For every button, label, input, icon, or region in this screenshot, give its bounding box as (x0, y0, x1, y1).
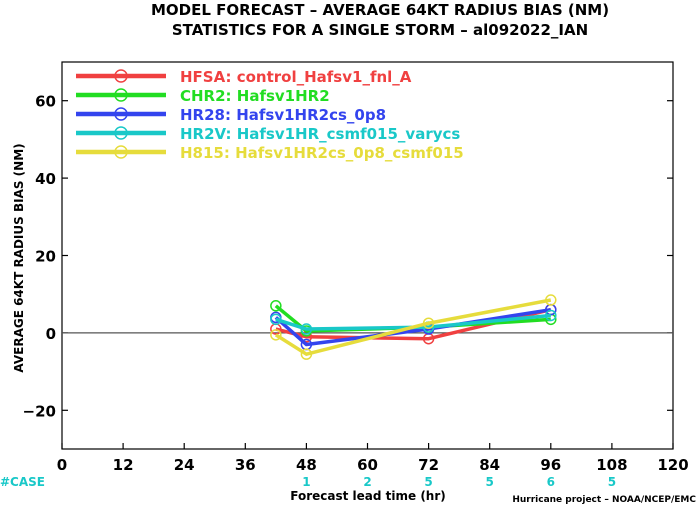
x-axis-label: Forecast lead time (hr) (290, 489, 446, 503)
legend-label-hfsa: HFSA: control_Hafsv1_fnl_A (180, 68, 412, 86)
case-count: 1 (302, 475, 310, 489)
x-tick-label: 24 (174, 456, 195, 474)
y-tick-label: 20 (35, 248, 56, 266)
credit-text: Hurricane project – NOAA/NCEP/EMC (512, 495, 696, 505)
y-tick-label: −20 (23, 402, 56, 420)
legend-marker-chr2 (114, 88, 128, 102)
case-count: 5 (424, 475, 432, 489)
x-tick-label: 0 (57, 456, 67, 474)
legend-marker-hr28 (114, 107, 128, 121)
series-line-hfsa (275, 307, 552, 341)
x-tick-label: 84 (479, 456, 500, 474)
series-line-h815 (274, 298, 552, 356)
y-tick-label: 40 (35, 170, 56, 188)
series-point-hr2v (300, 323, 313, 335)
x-tick-label: 96 (540, 456, 561, 474)
legend-label-hr28: HR28: Hafsv1HR2cs_0p8 (180, 106, 386, 124)
case-count: 5 (486, 475, 494, 489)
y-tick-label: 60 (35, 93, 56, 111)
y-tick-label: 0 (46, 325, 56, 343)
series-point-h815 (300, 348, 313, 360)
series-point-h815 (422, 317, 435, 329)
x-tick-label: 108 (596, 456, 627, 474)
chart-title-line1: MODEL FORECAST – AVERAGE 64KT RADIUS BIA… (151, 1, 609, 19)
series-point-h815 (270, 329, 282, 341)
x-tick-label: 48 (296, 456, 317, 474)
x-tick-label: 120 (657, 456, 688, 474)
y-axis-label: AVERAGE 64KT RADIUS BIAS (NM) (12, 143, 26, 372)
series-point-hr2v (545, 309, 557, 322)
legend-label-h815: H815: Hafsv1HR2cs_0p8_csmf015 (180, 144, 464, 162)
series-point-hr2v (270, 313, 282, 326)
case-count: 5 (608, 475, 616, 489)
case-label: #CASE (0, 475, 45, 489)
series-line-hr2v (275, 313, 551, 331)
x-tick-label: 36 (235, 456, 256, 474)
legend-label-chr2: CHR2: Hafsv1HR2 (180, 87, 330, 105)
series-line-hr28 (274, 307, 552, 347)
y-axis: −20 0 20 40 60 (23, 93, 673, 420)
legend-marker-hr2v (114, 126, 128, 140)
series-point-chr2 (270, 300, 282, 312)
chart-title-line2: STATISTICS FOR A SINGLE STORM – al092022… (172, 21, 588, 39)
legend-label-hr2v: HR2V: Hafsv1HR_csmf015_varycs (180, 125, 460, 143)
case-counts: 1 2 5 5 6 5 (302, 475, 616, 489)
x-tick-label: 72 (418, 456, 439, 474)
case-count: 2 (363, 475, 371, 489)
legend-marker-hfsa (114, 69, 128, 83)
series-layer (270, 294, 557, 360)
x-axis: 0 12 24 36 48 60 72 84 96 108 120 (57, 443, 689, 474)
case-count: 6 (547, 475, 555, 489)
x-tick-label: 12 (113, 456, 134, 474)
x-tick-label: 60 (357, 456, 378, 474)
series-point-h815 (545, 294, 557, 306)
legend-marker-h815 (114, 145, 128, 159)
